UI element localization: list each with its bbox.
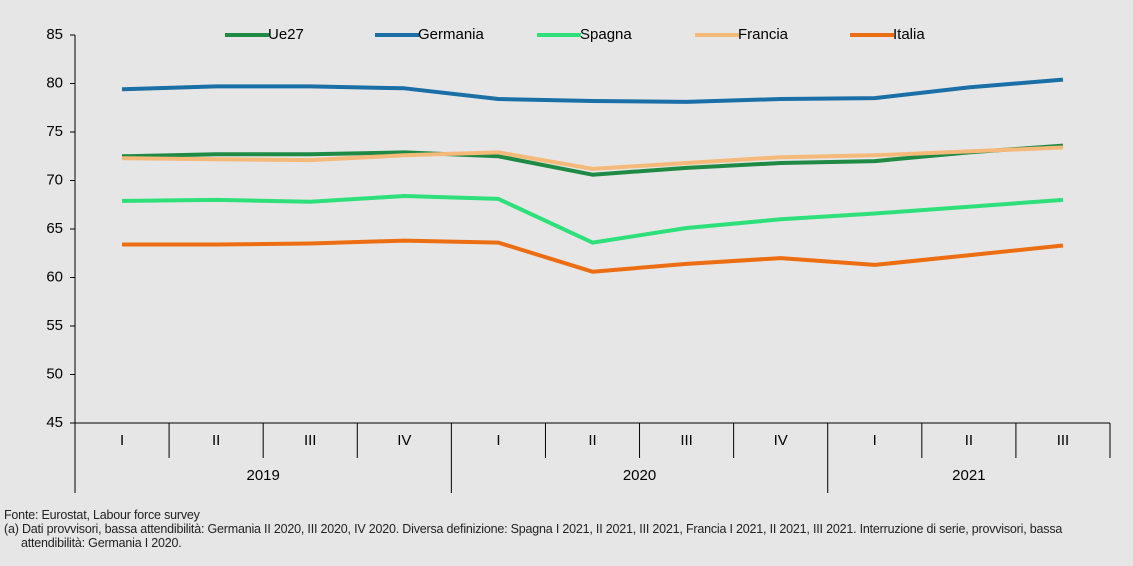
note: (a) Dati provvisori, bassa attendibilità… bbox=[4, 522, 1063, 550]
x-tick-label: IV bbox=[397, 432, 411, 449]
y-tick-label: 45 bbox=[46, 414, 63, 431]
y-tick-label: 65 bbox=[46, 220, 63, 237]
x-tick-label: I bbox=[873, 432, 877, 449]
series-line bbox=[121, 145, 1064, 171]
x-tick-label: II bbox=[965, 432, 973, 449]
group-label: 2021 bbox=[952, 467, 985, 484]
x-tick-label: II bbox=[588, 432, 596, 449]
x-tick-label: III bbox=[680, 432, 693, 449]
x-tick-label: I bbox=[496, 432, 500, 449]
y-tick-label: 80 bbox=[46, 74, 63, 91]
notes: Fonte: Eurostat, Labour force survey (a)… bbox=[4, 508, 1129, 550]
x-tick-label: I bbox=[120, 432, 124, 449]
legend-label: Germania bbox=[418, 26, 485, 43]
y-tick-label: 55 bbox=[46, 317, 63, 334]
x-tick-label: III bbox=[304, 432, 317, 449]
y-tick-label: 50 bbox=[46, 365, 63, 382]
group-label: 2019 bbox=[246, 467, 279, 484]
series-line bbox=[121, 77, 1064, 104]
legend-label: Francia bbox=[738, 26, 789, 43]
legend-label: Italia bbox=[893, 26, 925, 43]
source: Fonte: Eurostat, Labour force survey bbox=[4, 508, 200, 522]
y-tick-label: 75 bbox=[46, 123, 63, 140]
legend-label: Spagna bbox=[580, 26, 632, 43]
group-label: 2020 bbox=[623, 467, 656, 484]
x-tick-label: III bbox=[1057, 432, 1070, 449]
y-tick-label: 60 bbox=[46, 268, 63, 285]
x-tick-label: II bbox=[212, 432, 220, 449]
legend-label: Ue27 bbox=[268, 26, 304, 43]
x-tick-label: IV bbox=[774, 432, 788, 449]
y-tick-label: 85 bbox=[46, 26, 63, 43]
series-line bbox=[121, 143, 1064, 177]
series-line bbox=[122, 238, 1064, 274]
series-line bbox=[121, 194, 1064, 245]
y-tick-label: 70 bbox=[46, 171, 63, 188]
